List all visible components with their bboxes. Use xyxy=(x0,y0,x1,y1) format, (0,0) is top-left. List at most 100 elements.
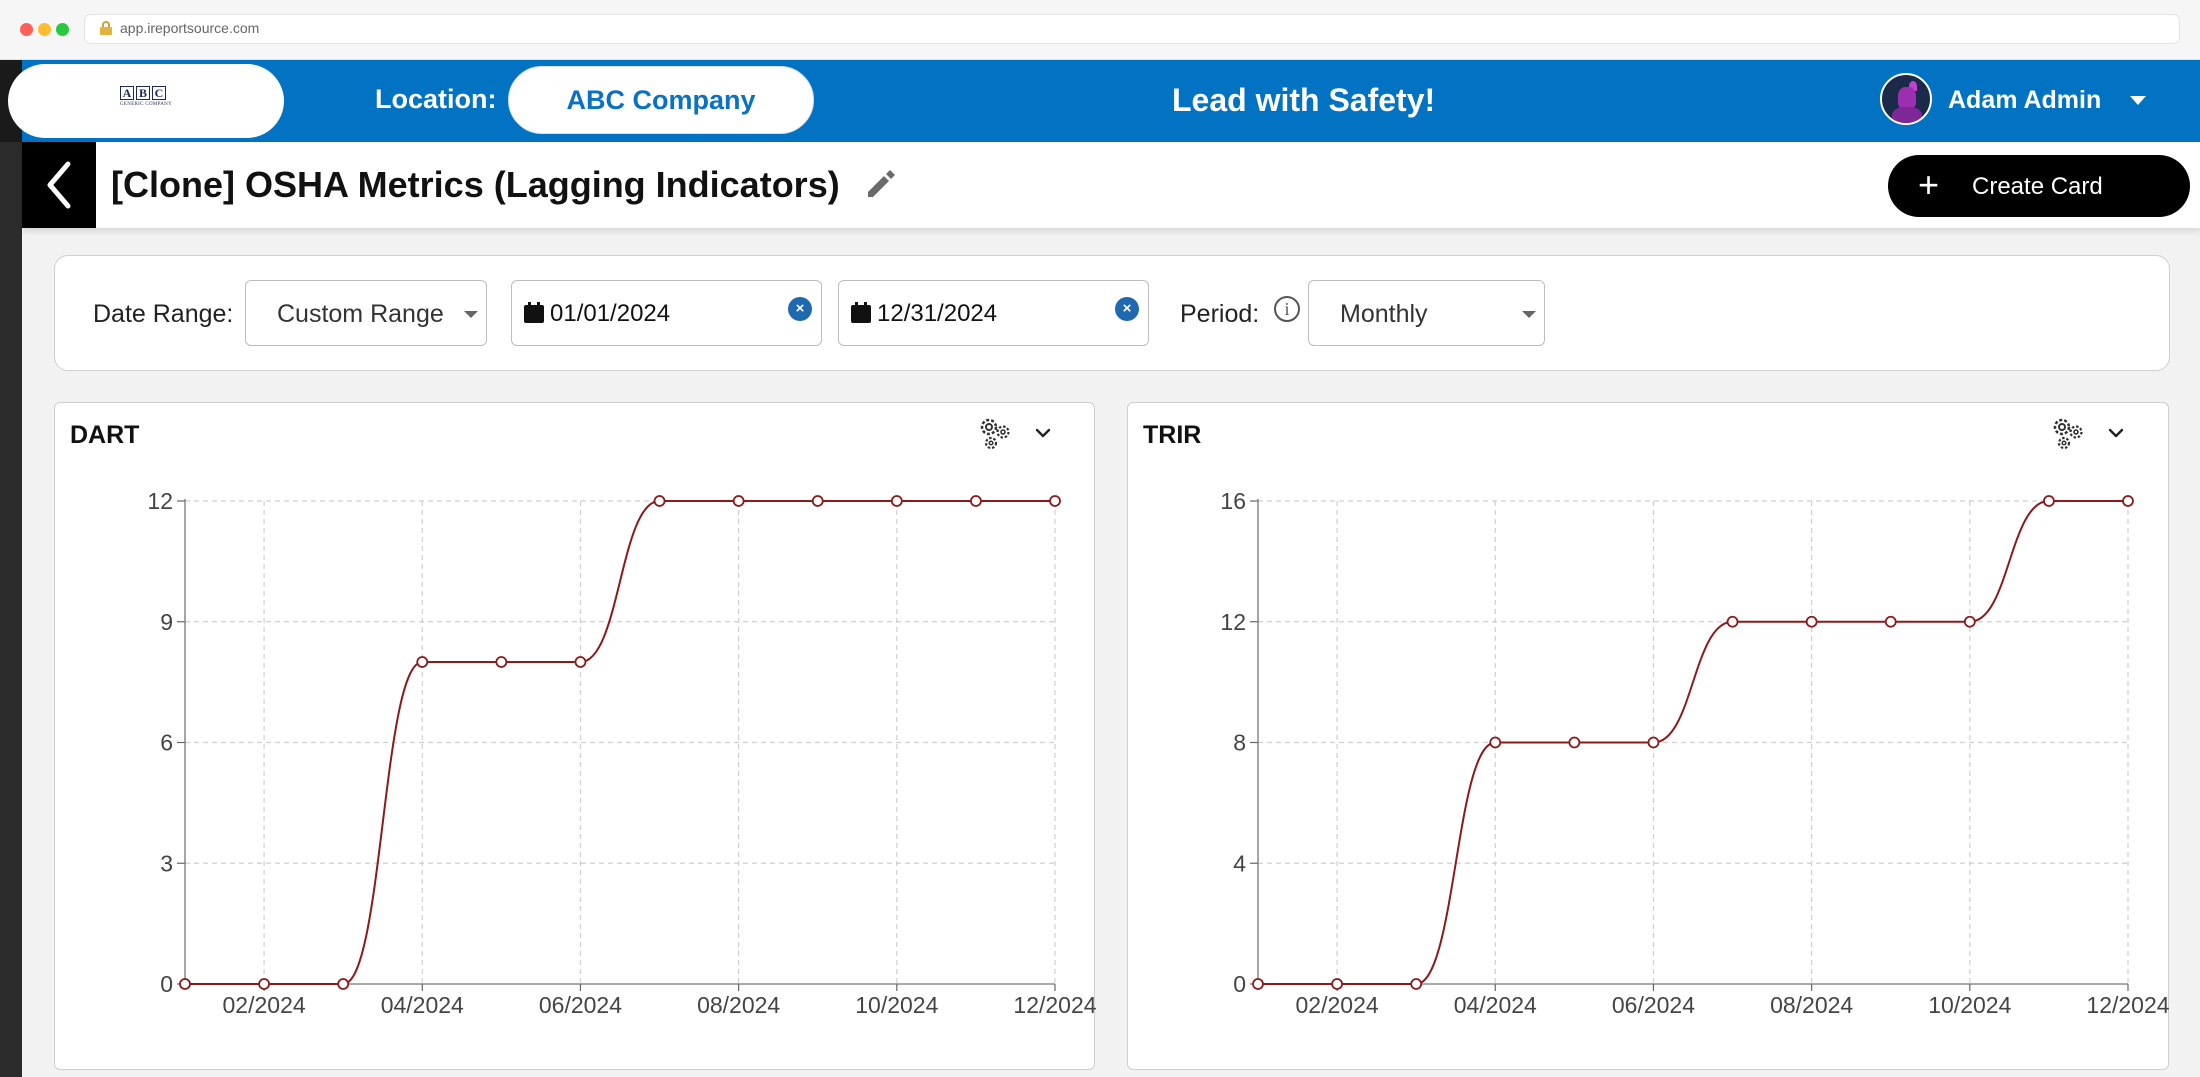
data-point xyxy=(1805,615,1818,628)
y-tick-label: 9 xyxy=(160,609,173,635)
x-tick-label: 12/2024 xyxy=(1013,992,1096,1018)
create-card-button[interactable]: + Create Card xyxy=(1888,155,2190,217)
data-point xyxy=(1049,495,1061,507)
data-point xyxy=(1331,978,1343,990)
card-title: DART xyxy=(70,421,140,449)
data-point xyxy=(2122,495,2134,507)
data-point xyxy=(1252,978,1264,990)
chevron-down-icon xyxy=(1522,311,1536,318)
data-point xyxy=(337,978,350,990)
company-logo[interactable] xyxy=(8,64,284,138)
data-point xyxy=(1568,736,1581,749)
end-date-value: 12/31/2024 xyxy=(877,300,998,327)
address-bar[interactable] xyxy=(84,14,2180,44)
data-point xyxy=(1410,978,1423,990)
pencil-icon[interactable] xyxy=(864,168,896,200)
data-point xyxy=(811,495,824,507)
url-text: app.ireportsource.com xyxy=(120,20,260,36)
dart-line-chart: 0 3 6 9 12 02/2024 04/2024 06/2024 08/2024 10/202… xyxy=(147,488,1096,1018)
x-tick-label: 12/2024 xyxy=(2086,992,2169,1018)
browser-chrome: app.ireportsource.com xyxy=(0,0,2200,60)
period-label: Period: xyxy=(1180,300,1260,328)
minimize-window-button[interactable] xyxy=(38,23,51,36)
chevron-down-icon[interactable] xyxy=(1033,423,1053,443)
data-point xyxy=(495,656,508,668)
data-point xyxy=(1884,615,1897,628)
gear-icon[interactable] xyxy=(977,415,1013,451)
slogan: Lead with Safety! xyxy=(1172,82,1436,118)
clear-start-date-icon[interactable]: × xyxy=(788,297,812,321)
x-tick-label: 08/2024 xyxy=(697,992,780,1018)
x-tick-label: 10/2024 xyxy=(1928,992,2011,1018)
data-point xyxy=(1647,736,1660,749)
user-menu-caret-icon[interactable] xyxy=(2130,96,2146,105)
back-button[interactable] xyxy=(22,142,96,228)
start-date-value: 01/01/2024 xyxy=(550,300,671,327)
x-tick-label: 06/2024 xyxy=(539,992,622,1018)
x-tick-label: 04/2024 xyxy=(1454,992,1537,1018)
chevron-down-icon[interactable] xyxy=(2106,423,2126,443)
create-card-label: Create Card xyxy=(1972,173,2103,200)
data-point xyxy=(1489,736,1502,749)
info-icon[interactable]: i xyxy=(1274,296,1300,322)
y-tick-label: 12 xyxy=(1220,609,1246,635)
data-point xyxy=(653,495,666,507)
close-window-button[interactable] xyxy=(20,23,33,36)
trir-line-chart: 0 4 8 12 16 02/2024 04/2024 06/2024 08/2024 10/20… xyxy=(1220,488,2169,1018)
x-tick-label: 06/2024 xyxy=(1612,992,1695,1018)
chevron-left-icon xyxy=(47,161,71,209)
calendar-icon xyxy=(524,302,544,323)
logo-mark: A B C GENERIC COMPANY xyxy=(120,86,172,114)
data-point xyxy=(2043,495,2055,507)
app-header xyxy=(0,60,2200,142)
clear-end-date-icon[interactable]: × xyxy=(1115,297,1139,321)
y-tick-label: 4 xyxy=(1233,850,1246,876)
start-date-input[interactable]: 01/01/2024 × xyxy=(511,280,822,346)
data-point xyxy=(970,495,982,507)
user-name[interactable]: Adam Admin xyxy=(1948,86,2102,114)
x-tick-label: 10/2024 xyxy=(855,992,938,1018)
period-value: Monthly xyxy=(1340,300,1428,328)
title-bar xyxy=(22,142,2200,228)
y-tick-label: 8 xyxy=(1233,730,1246,756)
data-point xyxy=(416,656,429,668)
period-select[interactable]: Monthly xyxy=(1308,280,1545,346)
card-title: TRIR xyxy=(1143,421,1202,449)
maximize-window-button[interactable] xyxy=(56,23,69,36)
left-gutter xyxy=(0,142,22,1077)
logo-subtitle: GENERIC COMPANY xyxy=(120,102,172,107)
data-point xyxy=(890,495,903,507)
date-range-select[interactable]: Custom Range xyxy=(245,280,487,346)
data-point xyxy=(179,978,191,990)
date-range-label: Date Range: xyxy=(93,300,234,328)
y-tick-label: 3 xyxy=(160,850,173,876)
y-tick-label: 0 xyxy=(1233,971,1246,997)
logo-letter: B xyxy=(136,86,150,100)
gear-icon[interactable] xyxy=(2050,415,2086,451)
data-point xyxy=(1726,615,1739,628)
x-tick-label: 02/2024 xyxy=(1296,992,1379,1018)
x-tick-label: 08/2024 xyxy=(1770,992,1853,1018)
page-title: [Clone] OSHA Metrics (Lagging Indicators… xyxy=(111,164,840,205)
avatar[interactable] xyxy=(1880,73,1932,125)
location-selector[interactable]: ABC Company xyxy=(508,66,814,134)
data-point xyxy=(1963,615,1976,628)
plus-icon: + xyxy=(1918,164,1940,205)
date-range-value: Custom Range xyxy=(277,300,444,328)
lock-icon xyxy=(100,21,112,35)
chart-card-trir: TRIR 0 4 8 12 16 02/2024 04/2024 06/2024 08/2024… xyxy=(1127,402,2170,1070)
logo-letter: A xyxy=(120,86,134,100)
y-tick-label: 6 xyxy=(160,730,173,756)
y-tick-label: 12 xyxy=(147,488,173,514)
data-point xyxy=(732,495,745,507)
x-tick-label: 02/2024 xyxy=(223,992,306,1018)
chevron-down-icon xyxy=(464,311,478,318)
calendar-icon xyxy=(851,302,871,323)
location-label: Location: xyxy=(375,84,497,114)
chart-card-dart: DART 0 3 6 9 12 02/2024 04/2024 06/2024 08/2024 1… xyxy=(54,402,1096,1070)
end-date-input[interactable]: 12/31/2024 × xyxy=(838,280,1149,346)
logo-letter: C xyxy=(152,86,166,100)
x-tick-label: 04/2024 xyxy=(381,992,464,1018)
data-point xyxy=(574,656,587,668)
